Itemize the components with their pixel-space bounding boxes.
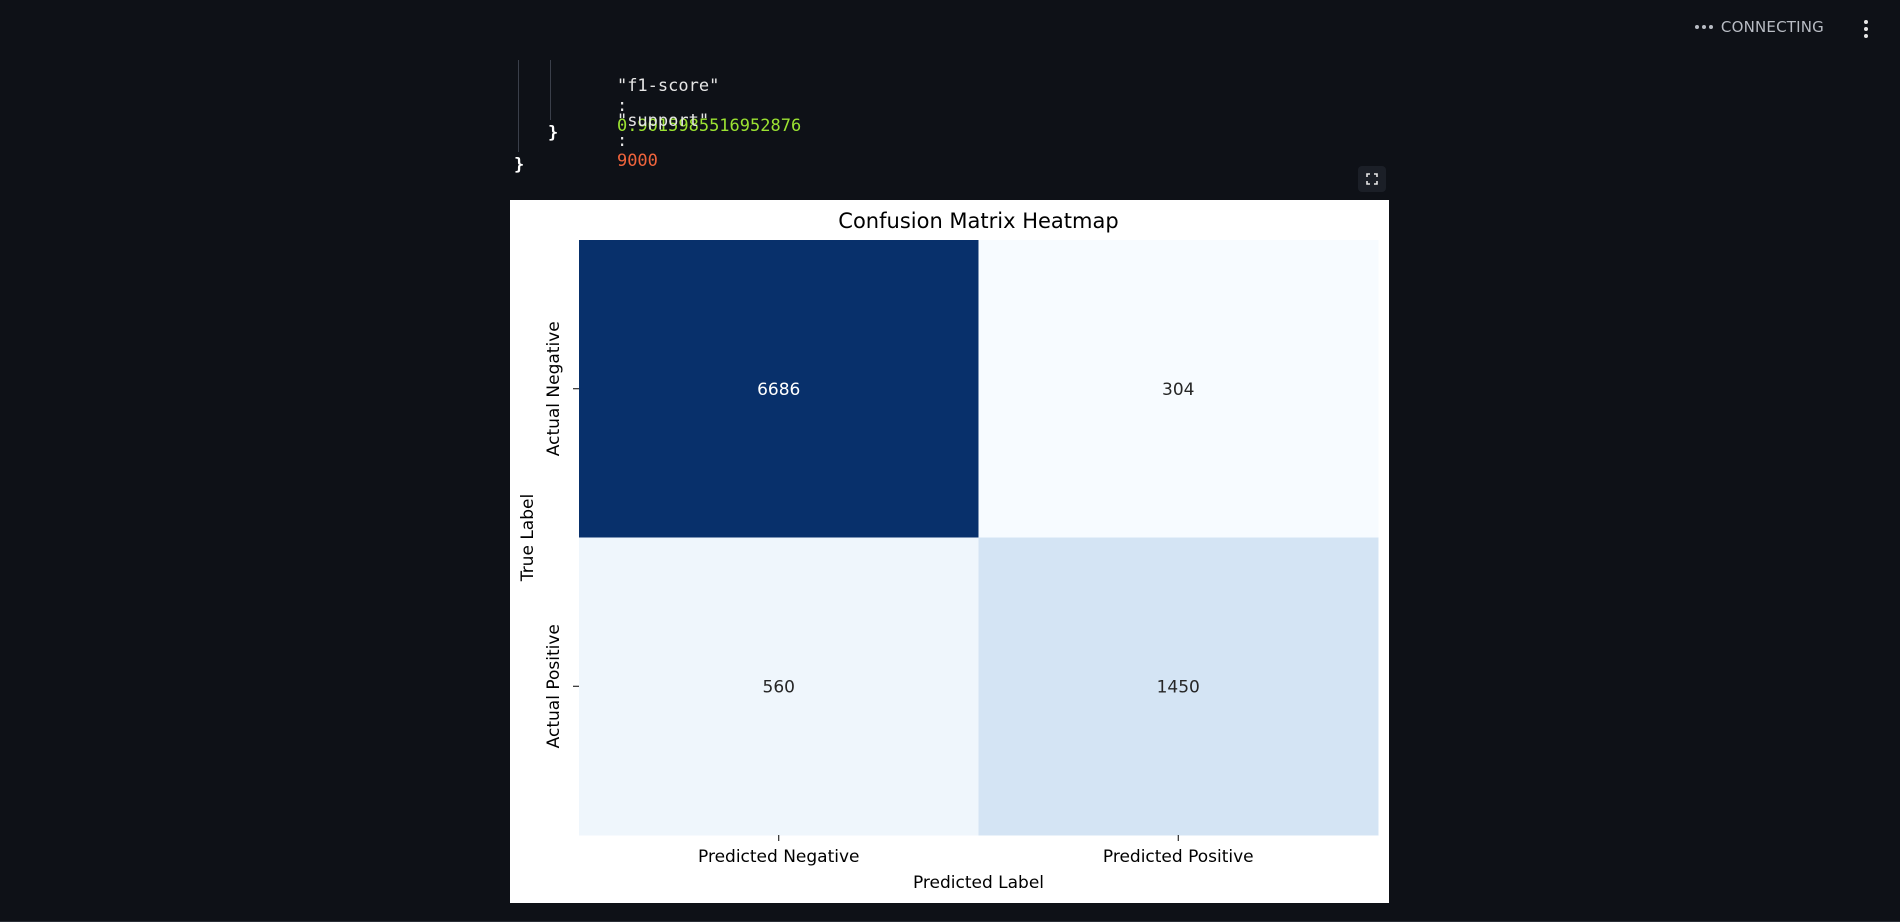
connection-status: CONNECTING [1694,18,1824,36]
expand-icon [1366,173,1378,185]
json-row-support: "support" : 9000 [576,91,709,191]
json-indent-rail [550,60,551,120]
cell-value-label: 560 [763,677,795,697]
heatmap-cell [978,240,1379,538]
chart-title: Confusion Matrix Heatmap [838,209,1118,233]
kebab-menu-icon [1864,20,1868,24]
x-tick-label: Predicted Positive [1103,847,1254,867]
confusion-matrix-chart: Confusion Matrix Heatmap 6686 304 560 1450 Pr… [518,209,1379,893]
fullscreen-button[interactable] [1358,166,1386,192]
cell-value-label: 304 [1162,380,1194,400]
chart-card: Confusion Matrix Heatmap 6686 304 560 1450 Pr… [510,200,1389,903]
cell-value-label: 1450 [1157,677,1200,697]
json-inner-close-brace: } [548,123,559,143]
json-value: 9000 [616,151,658,171]
connection-status-label: CONNECTING [1720,18,1824,36]
y-tick-label: Actual Negative [544,321,564,456]
x-tick-label: Predicted Negative [698,847,860,867]
heatmap-cell [978,537,1379,836]
json-indent-rail [518,60,519,152]
heatmap-cell [579,240,979,538]
json-row-f1-score: "f1-score" : 0.9015985516952876 [576,56,801,156]
cell-value-label: 6686 [757,380,800,400]
y-axis-label: True Label [518,494,538,582]
json-colon: : [616,96,628,116]
json-key: "support" [616,111,710,131]
heatmap-cell [579,537,979,836]
json-value: 0.9015985516952876 [616,116,802,136]
status-spinner-icon [1694,25,1713,29]
x-axis-label: Predicted Label [913,873,1044,893]
y-tick-label: Actual Positive [544,624,564,748]
json-colon: : [616,131,628,151]
main-menu-button[interactable] [1858,18,1874,40]
json-key: "f1-score" [616,76,720,96]
json-outer-close-brace: } [514,155,525,175]
